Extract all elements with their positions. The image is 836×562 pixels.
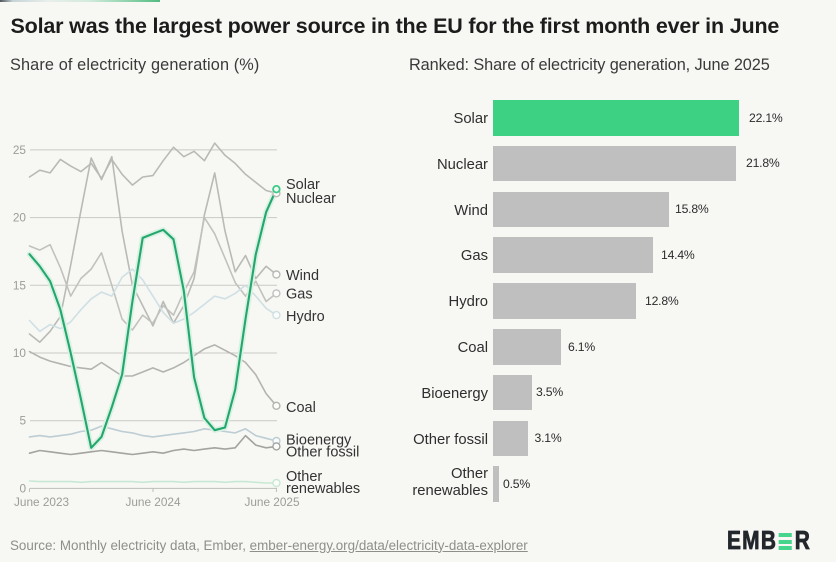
svg-text:Bioenergy: Bioenergy <box>286 433 352 449</box>
svg-text:Gas: Gas <box>286 287 313 303</box>
svg-text:Other: Other <box>286 469 322 485</box>
svg-text:Hydro: Hydro <box>286 309 325 325</box>
svg-text:June 2024: June 2024 <box>125 495 181 509</box>
svg-text:5: 5 <box>19 414 26 428</box>
svg-text:25: 25 <box>13 143 27 157</box>
svg-text:15: 15 <box>13 278 27 292</box>
svg-text:Nuclear: Nuclear <box>286 191 336 207</box>
svg-text:Other fossil: Other fossil <box>286 445 359 461</box>
svg-text:June 2025: June 2025 <box>244 495 300 509</box>
svg-text:June 2023: June 2023 <box>14 495 70 509</box>
svg-text:0: 0 <box>19 481 26 495</box>
svg-text:renewables: renewables <box>286 481 360 497</box>
svg-text:20: 20 <box>13 211 27 225</box>
svg-text:Solar: Solar <box>286 177 320 193</box>
svg-text:10: 10 <box>13 346 27 360</box>
svg-text:Coal: Coal <box>286 400 316 416</box>
svg-text:Wind: Wind <box>286 268 319 284</box>
